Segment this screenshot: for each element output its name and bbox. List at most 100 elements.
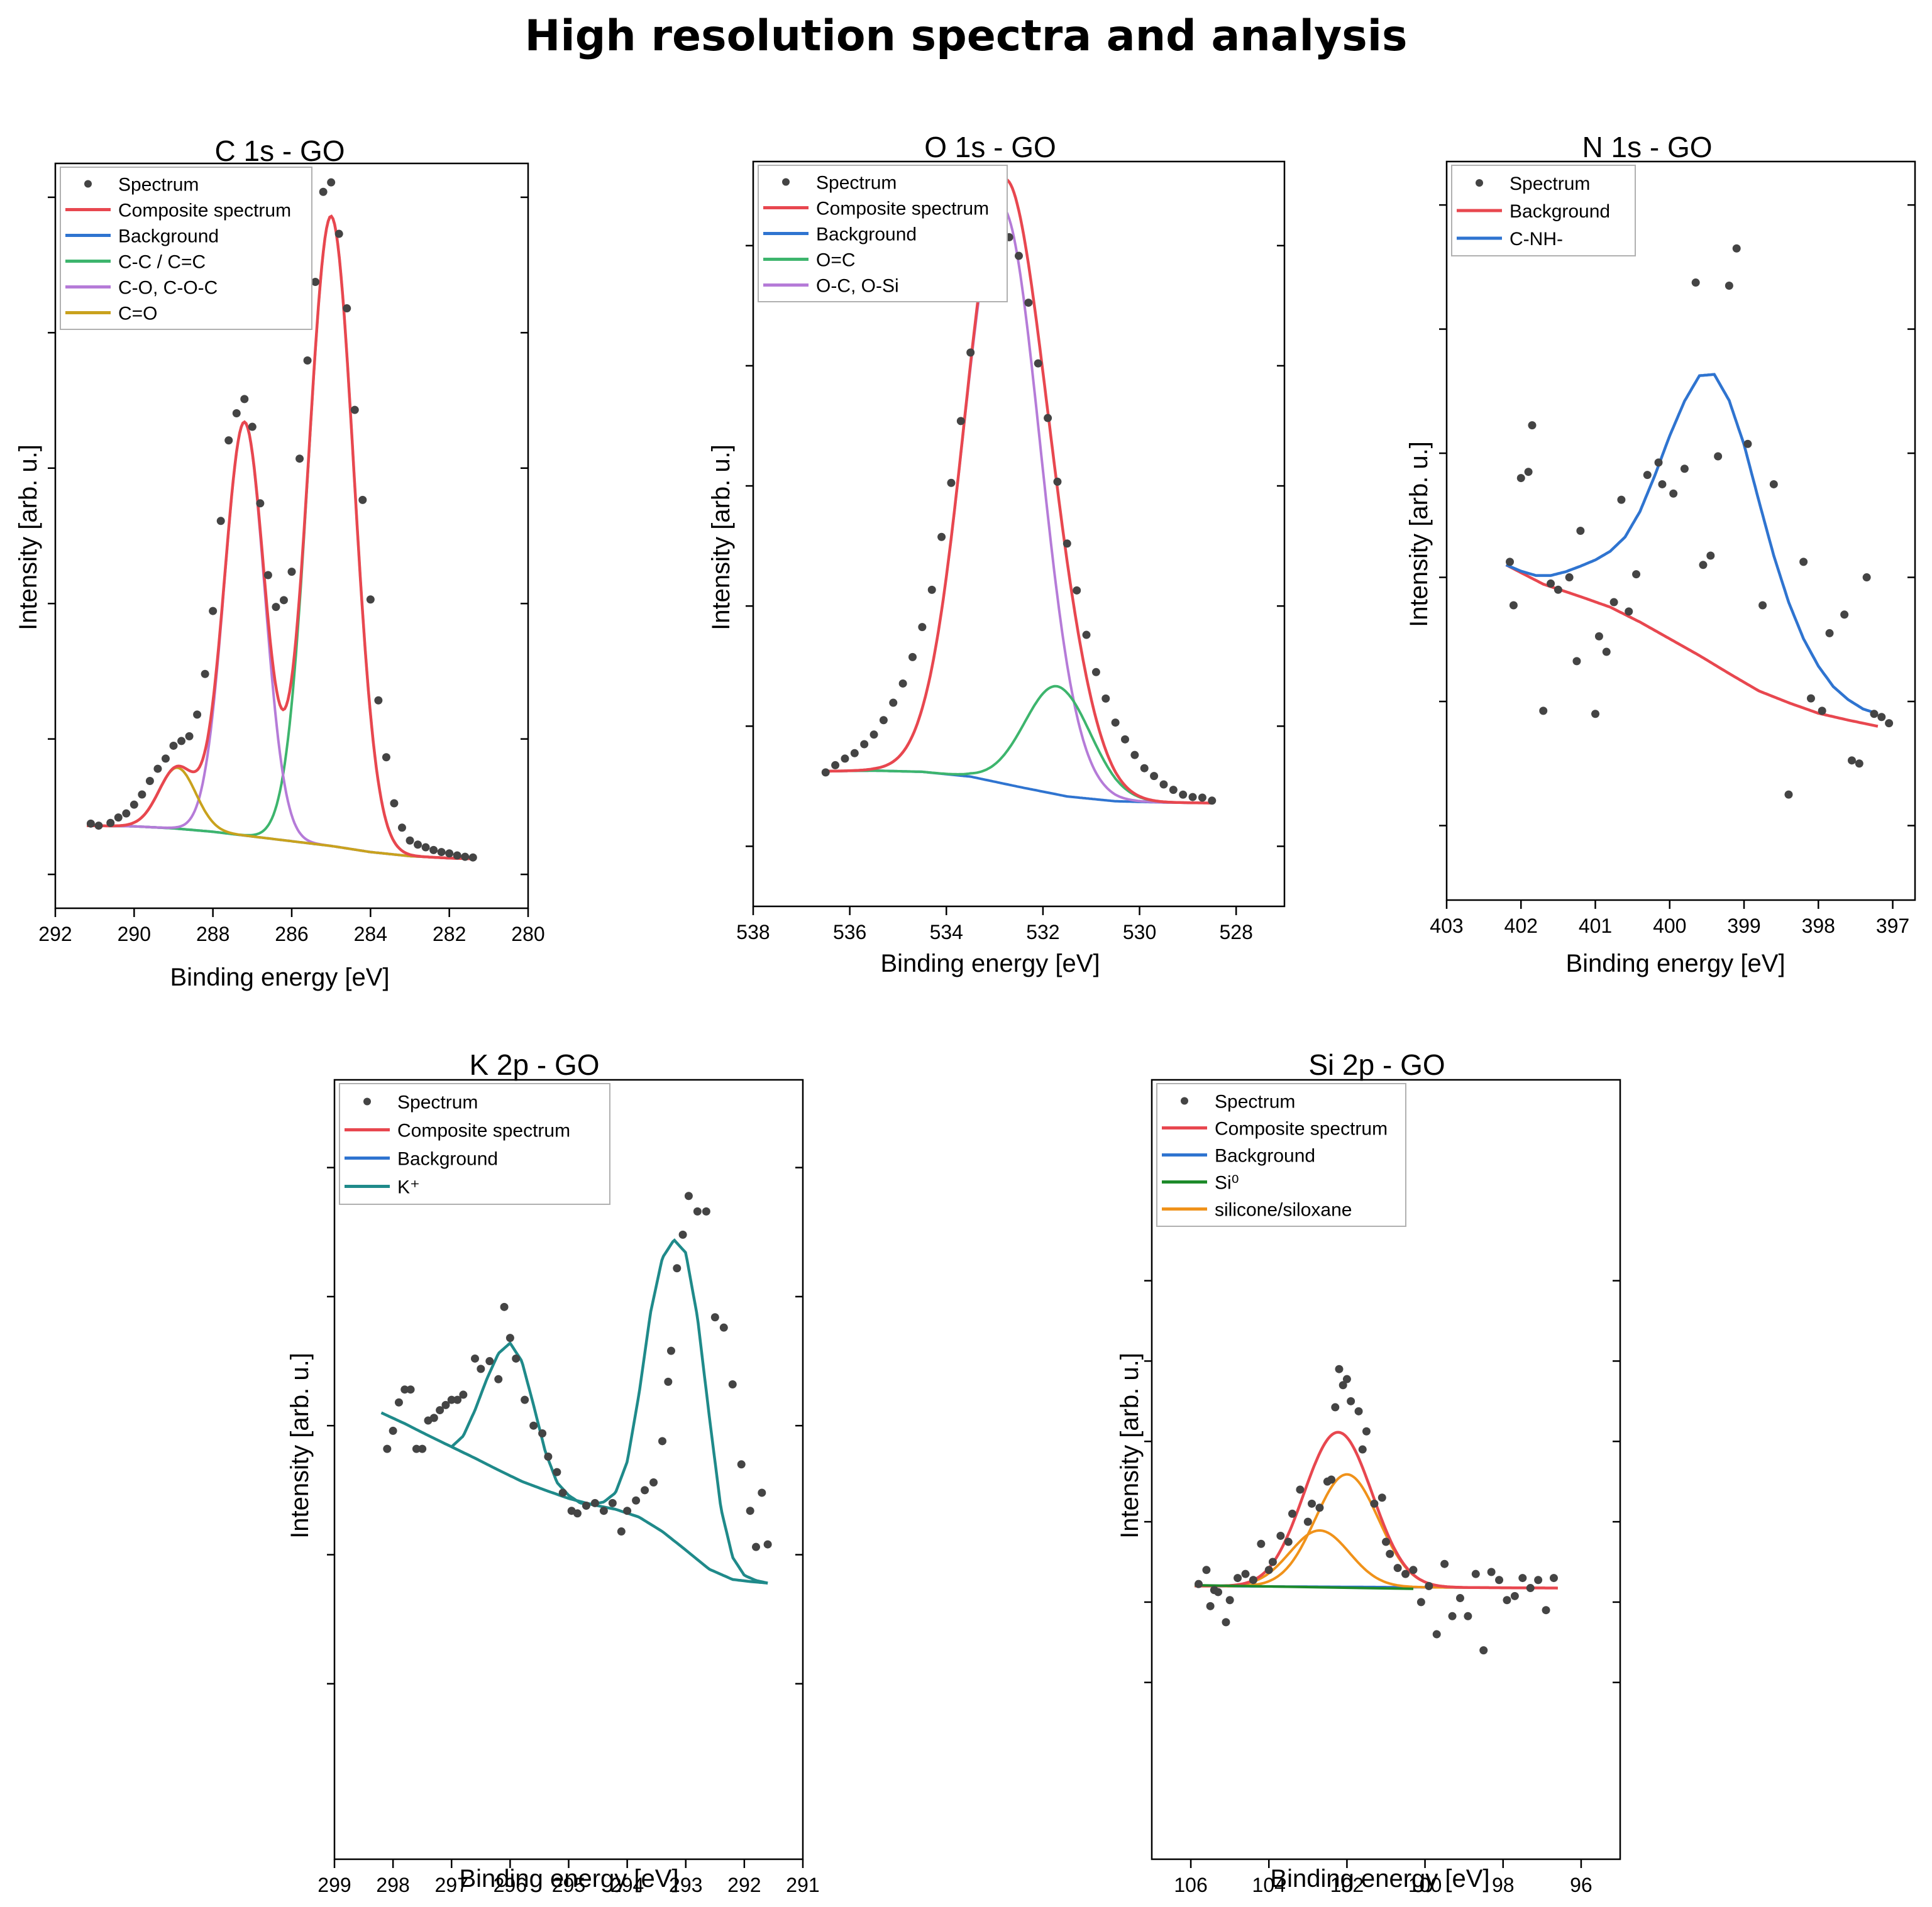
spectrum-point [623,1507,632,1515]
spectrum-point [841,754,849,763]
spectrum-point [1195,1580,1203,1588]
legend-entry: Spectrum [1476,173,1590,194]
spectrum-point [1510,1591,1519,1600]
k2p-chart: K 2p - GO Binding energy [eV] Intensity … [286,1048,820,1896]
spectrum-point [1632,570,1641,579]
spectrum-point [311,278,320,287]
fit-curve [1505,373,1879,715]
spectrum-point [1714,452,1723,461]
spectrum-point [1179,790,1188,799]
x-tick-label: 295 [552,1874,585,1896]
spectrum-point [1506,558,1515,566]
x-tick-label: 296 [494,1874,527,1896]
composite-curve [825,177,1212,805]
spectrum-point [1288,1509,1296,1518]
spectrum-point [436,1406,444,1415]
spectrum-point [500,1302,509,1311]
chart-title: Si 2p - GO [1308,1048,1445,1081]
spectrum-point [406,836,414,845]
spectrum-point [608,1498,617,1507]
spectrum-point [1680,464,1689,473]
x-tick-label: 538 [736,921,770,943]
legend-entry: Si⁰ [1162,1173,1239,1194]
legend-entry: Spectrum [782,173,897,194]
spectrum-point [1222,1618,1230,1627]
spectrum-point [573,1509,582,1518]
spectrum-point [1706,551,1715,560]
x-tick-label: 294 [610,1874,644,1896]
legend-entry: Spectrum [1181,1092,1295,1113]
spectrum-point [418,1444,427,1453]
spectrum-point [1455,1594,1464,1603]
spectrum-point [1847,756,1856,765]
spectrum-point [1150,772,1159,781]
spectrum-point [1594,632,1603,640]
spectrum-point [334,229,343,238]
spectrum-point [1658,480,1667,488]
spectrum-point [224,436,233,445]
spectrum-point [1091,668,1100,676]
spectrum-point [1542,1606,1550,1615]
spectrum-point [445,849,454,858]
legend-entry: Composite spectrum [763,199,989,219]
legend-label: Background [816,224,917,245]
spectrum-point [1401,1569,1410,1578]
spectrum-point [1518,1574,1527,1583]
spectrum-point [1214,1588,1223,1596]
spectrum-point [94,822,103,830]
component-curve [1195,1473,1558,1590]
spectrum-point [1625,607,1633,616]
x-tick-label: 399 [1727,915,1760,937]
spectrum-point [1416,1598,1425,1607]
chart-title: O 1s - GO [924,131,1056,163]
y-axis-label: Intensity [arb. u.] [1116,1353,1144,1539]
x-axis-label: Binding energy [eV] [459,1865,678,1893]
legend-entry: Background [65,226,219,247]
legend-entry: C-O, C-O-C [65,278,218,299]
si0-curve [1195,1584,1414,1590]
spectrum-point [1440,1559,1449,1568]
spectrum-point [1825,629,1834,637]
legend-entry: Composite spectrum [1162,1119,1388,1140]
spectrum-point [1225,1596,1234,1605]
spectrum-point [295,454,304,463]
plot-content [821,177,1217,805]
spectrum-point [130,800,138,809]
spectrum-point [1818,706,1826,715]
spectrum-point [684,1192,693,1201]
o1s-chart: O 1s - GO Binding energy [eV] Intensity … [707,131,1286,977]
spectrum-point [1448,1612,1457,1620]
spectrum-point [505,1334,514,1343]
spectrum-point [1602,647,1611,656]
legend-box [339,1083,610,1205]
spectrum-point [106,818,115,827]
spectrum-point [1335,1365,1344,1373]
spectrum-point [1159,780,1168,789]
spectrum-point [122,809,131,818]
legend: Spectrum Composite spectrum Background Si⁰ s… [1156,1083,1406,1227]
spectrum-point [1342,1375,1351,1383]
legend-label: O-C, O-Si [816,276,899,297]
spectrum-point [538,1429,547,1438]
fit-curve [1505,563,1879,728]
x-tick-label: 291 [786,1874,819,1896]
legend-entry: O=C [763,250,856,271]
x-tick-label: 282 [433,923,466,945]
spectrum-point [453,1395,462,1404]
spectrum-point [412,1444,421,1453]
spectrum-point [1534,1576,1543,1585]
legend-marker [84,180,92,188]
spectrum-point [512,1354,521,1363]
x-tick-label: 536 [833,921,866,943]
spectrum-point [437,848,446,857]
spectrum-point [1234,1574,1242,1583]
c1s-chart: C 1s - GO Binding energy [eV] Intensity … [14,135,545,991]
legend: Spectrum Composite spectrum Background K⁺ [339,1083,610,1205]
legend-label: Composite spectrum [397,1121,570,1141]
spectrum-point [287,568,296,576]
fit-curve [450,1238,768,1585]
legend-entry: C-C / C=C [65,252,206,273]
x-tick-label: 292 [38,923,72,945]
spectrum-point [1885,719,1894,728]
legend-label: Background [1510,201,1610,222]
